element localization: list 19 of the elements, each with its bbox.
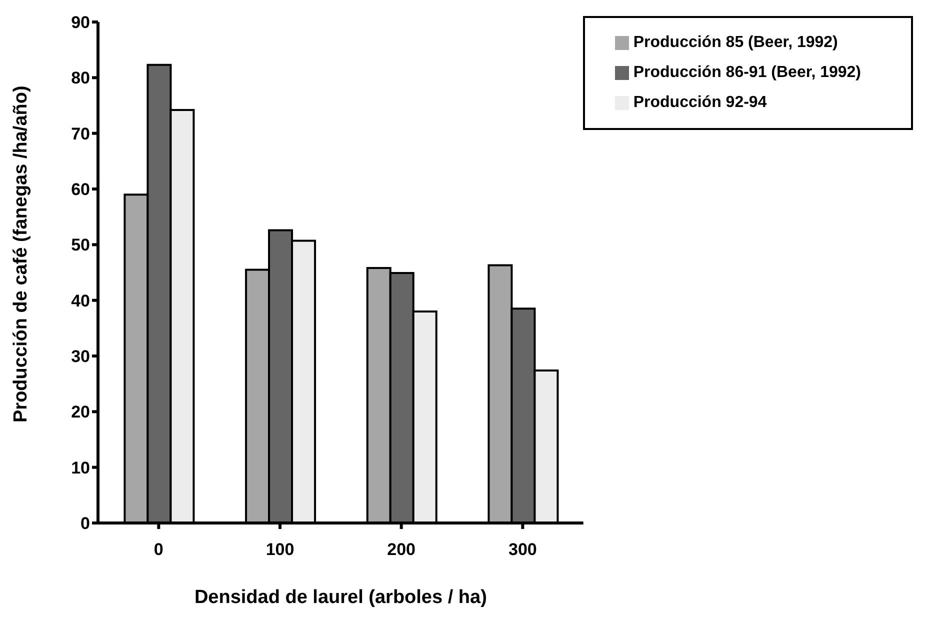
y-tick-label: 40: [71, 291, 90, 310]
y-tick-label: 90: [71, 13, 90, 32]
x-axis-title: Densidad de laurel (arboles / ha): [194, 587, 487, 608]
y-tick-label: 30: [71, 347, 90, 366]
y-axis-title: Producción de café (fanegas /ha/año): [10, 86, 32, 422]
x-tick-label: 200: [387, 540, 416, 560]
legend-label: Producción 85 (Beer, 1992): [633, 34, 838, 51]
y-tick-label: 0: [80, 514, 90, 534]
x-tick-label: 0: [154, 540, 164, 560]
x-tick-label: 100: [266, 540, 294, 560]
y-tick-label: 60: [71, 180, 90, 200]
y-tick-label: 10: [71, 458, 90, 478]
legend-label: Producción 92-94: [633, 94, 767, 111]
y-tick-label: 70: [71, 124, 90, 144]
legend-label: Producción 86-91 (Beer, 1992): [633, 64, 861, 81]
y-tick-label: 80: [71, 68, 90, 88]
y-tick-label: 20: [71, 402, 90, 422]
x-tick-label: 300: [508, 540, 537, 560]
y-tick-label: 50: [71, 236, 90, 255]
